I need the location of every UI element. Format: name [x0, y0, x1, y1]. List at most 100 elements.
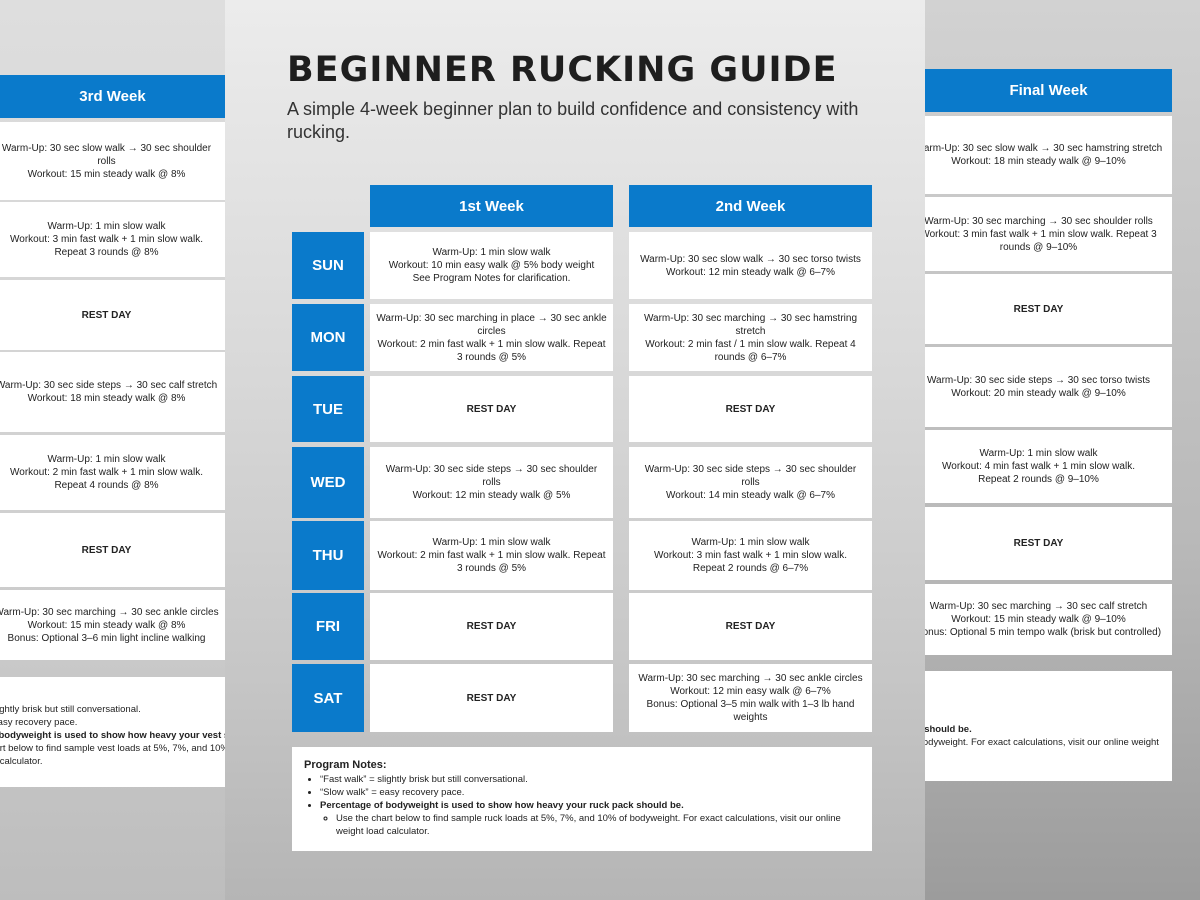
cell-line: Warm-Up: 30 sec side steps → 30 sec calf…	[0, 380, 218, 391]
cell-line: Repeat 3 rounds @ 8%	[54, 247, 159, 258]
cell-line: Warm-Up: 30 sec marching → 30 sec hamstr…	[643, 312, 858, 337]
notes-list: “Fast walk” = slightly brisk but still c…	[0, 703, 225, 768]
note-item-bold: Percentage of bodyweight is used to show…	[925, 723, 1160, 762]
cell-line: Warm-Up: 30 sec slow walk → 30 sec torso…	[640, 253, 861, 265]
note-subitem: Use the chart below to find sample vest …	[0, 742, 225, 768]
rest-day-cell: REST DAY	[0, 513, 225, 587]
cell-line: Warm-Up: 30 sec side steps → 30 sec tors…	[926, 375, 1151, 386]
cell-line: Repeat 2 rounds @ 6–7%	[692, 563, 809, 574]
cell-line: Bonus: Optional 5 min tempo walk (brisk …	[925, 627, 1162, 638]
cell-line: Repeat 2 rounds @ 9–10%	[978, 474, 1099, 485]
workout-cell: Warm-Up: 30 sec slow walk → 30 sec torso…	[629, 232, 872, 299]
workout-cell: Warm-Up: 30 sec side steps → 30 sec tors…	[925, 347, 1172, 427]
cell-line: Workout: 12 min steady walk @ 6–7%	[666, 266, 835, 278]
cell-line: Workout: 18 min steady walk @ 9–10%	[951, 156, 1126, 167]
note-item: “Slow walk” = easy recovery pace.	[320, 786, 860, 799]
rest-day-cell: REST DAY	[925, 507, 1172, 580]
program-notes-title: Program Notes:	[0, 689, 225, 702]
day-label: FRI	[292, 593, 364, 660]
notes-list: “Fast walk” = slightly brisk but still c…	[925, 697, 1160, 762]
cell-line: Workout: 15 min steady walk @ 8%	[27, 619, 186, 631]
cell-line: Bonus: Optional 3–5 min walk with 1–3 lb…	[646, 699, 855, 723]
note-item: “Slow walk” = easy recovery pace.	[0, 716, 225, 729]
rest-day-cell: REST DAY	[370, 376, 613, 442]
cell-line: Workout: 12 min easy walk @ 6–7%	[670, 686, 831, 697]
cell-line: Warm-Up: 30 sec marching → 30 sec ankle …	[0, 606, 219, 618]
cell-line: Workout: 12 min steady walk @ 5%	[412, 490, 571, 501]
cell-line: Repeat 4 rounds @ 8%	[54, 480, 159, 491]
workout-cell: Warm-Up: 30 sec side steps → 30 sec shou…	[629, 447, 872, 518]
cell-line: Workout: 20 min steady walk @ 9–10%	[951, 388, 1126, 399]
program-notes-title: Program Notes:	[925, 683, 1160, 696]
cell-line: Workout: 2 min fast / 1 min slow walk. R…	[645, 338, 856, 363]
note-item: “Fast walk” = slightly brisk but still c…	[925, 697, 1160, 710]
cell-line: REST DAY	[725, 403, 776, 415]
page-subtitle: A simple 4-week beginner plan to build c…	[287, 99, 859, 142]
cell-line: Warm-Up: 1 min slow walk	[432, 247, 551, 258]
program-notes: Program Notes:“Fast walk” = slightly bri…	[0, 677, 225, 787]
day-label: WED	[292, 447, 364, 518]
workout-cell: Warm-Up: 1 min slow walk Workout: 3 min f…	[0, 202, 225, 277]
cell-line: Bonus: Optional 3–6 min light incline wa…	[7, 632, 206, 644]
day-label: THU	[292, 521, 364, 590]
cell-line: Warm-Up: 1 min slow walk	[979, 448, 1098, 459]
note-bold-text: Percentage of bodyweight is used to show…	[925, 724, 972, 735]
cell-line: Warm-Up: 1 min slow walk	[691, 537, 810, 548]
cell-line: Workout: 15 min steady walk @ 9–10%	[951, 614, 1126, 625]
note-subitem: Use the chart below to find sample ruck …	[336, 812, 860, 838]
workout-cell: Warm-Up: 30 sec slow walk → 30 sec shoul…	[0, 122, 225, 200]
day-label: SAT	[292, 664, 364, 732]
note-item: “Fast walk” = slightly brisk but still c…	[320, 773, 860, 786]
cell-line: Workout: 3 min fast walk + 1 min slow wa…	[654, 550, 847, 561]
cell-line: Warm-Up: 30 sec side steps → 30 sec shou…	[385, 464, 598, 488]
day-label: TUE	[292, 376, 364, 442]
workout-cell: Warm-Up: 1 min slow walk Workout: 2 min f…	[370, 521, 613, 590]
week-header: 2nd Week	[629, 185, 872, 227]
workout-cell: Warm-Up: 30 sec marching in place → 30 s…	[370, 304, 613, 371]
workout-cell: Warm-Up: 1 min slow walk Workout: 10 min …	[370, 232, 613, 299]
cell-line: Warm-Up: 30 sec marching → 30 sec calf s…	[929, 601, 1148, 612]
cell-line: Workout: 3 min fast walk + 1 min slow wa…	[10, 234, 203, 245]
program-notes: Program Notes:“Fast walk” = slightly bri…	[925, 671, 1172, 781]
cell-line: Workout: 14 min steady walk @ 6–7%	[666, 490, 835, 501]
cell-line: Workout: 2 min fast walk + 1 min slow wa…	[10, 467, 203, 478]
cell-line: REST DAY	[1013, 303, 1064, 315]
cell-line: Workout: 18 min steady walk @ 8%	[27, 393, 186, 404]
workout-cell: Warm-Up: 30 sec slow walk → 30 sec hamst…	[925, 116, 1172, 194]
note-item: “Slow walk” = easy recovery pace.	[925, 710, 1160, 723]
cell-line: Warm-Up: 30 sec slow walk → 30 sec shoul…	[1, 142, 212, 167]
workout-cell: Warm-Up: 1 min slow walk Workout: 3 min f…	[629, 521, 872, 590]
cell-line: Warm-Up: 30 sec marching → 30 sec should…	[925, 215, 1153, 227]
program-notes-title: Program Notes:	[304, 759, 387, 771]
week-header: Final Week	[925, 69, 1172, 112]
cell-line: Workout: 4 min fast walk + 1 min slow wa…	[942, 461, 1135, 472]
workout-cell: Warm-Up: 30 sec side steps → 30 sec calf…	[0, 352, 225, 432]
cell-line: Warm-Up: 30 sec side steps → 30 sec shou…	[644, 464, 857, 488]
week-header: 1st Week	[370, 185, 613, 227]
workout-cell: Warm-Up: 30 sec marching → 30 sec ankle …	[629, 664, 872, 732]
rest-day-cell: REST DAY	[370, 664, 613, 732]
day-label: MON	[292, 304, 364, 371]
note-item: “Fast walk” = slightly brisk but still c…	[0, 703, 225, 716]
rest-day-cell: REST DAY	[629, 376, 872, 442]
cell-line: REST DAY	[725, 621, 776, 632]
cell-line: REST DAY	[81, 544, 132, 556]
page-final-week: Final Week Warm-Up: 30 sec slow walk → 30…	[925, 0, 1200, 900]
cell-line: Warm-Up: 1 min slow walk	[47, 454, 166, 465]
cell-line: Warm-Up: 1 min slow walk	[432, 537, 551, 548]
workout-cell: Warm-Up: 30 sec marching → 30 sec should…	[925, 197, 1172, 271]
cell-line: REST DAY	[466, 621, 517, 632]
cell-line: Workout: 2 min fast walk + 1 min slow wa…	[377, 550, 606, 574]
rest-day-cell: REST DAY	[370, 593, 613, 660]
cell-line: REST DAY	[466, 403, 517, 415]
note-subitem: Use the chart below to find sample ruck …	[925, 736, 1160, 762]
workout-cell: Warm-Up: 30 sec marching → 30 sec hamstr…	[629, 304, 872, 371]
workout-cell: Warm-Up: 30 sec marching → 30 sec calf s…	[925, 584, 1172, 655]
workout-cell: Warm-Up: 30 sec side steps → 30 sec shou…	[370, 447, 613, 518]
notes-list: “Fast walk” = slightly brisk but still c…	[304, 773, 860, 838]
note-bold-text: Percentage of bodyweight is used to show…	[0, 730, 225, 741]
workout-cell: Warm-Up: 30 sec marching → 30 sec ankle …	[0, 590, 225, 660]
cell-line: REST DAY	[1013, 538, 1064, 549]
cell-line: Warm-Up: 1 min slow walk	[47, 221, 166, 232]
rest-day-cell: REST DAY	[0, 280, 225, 350]
